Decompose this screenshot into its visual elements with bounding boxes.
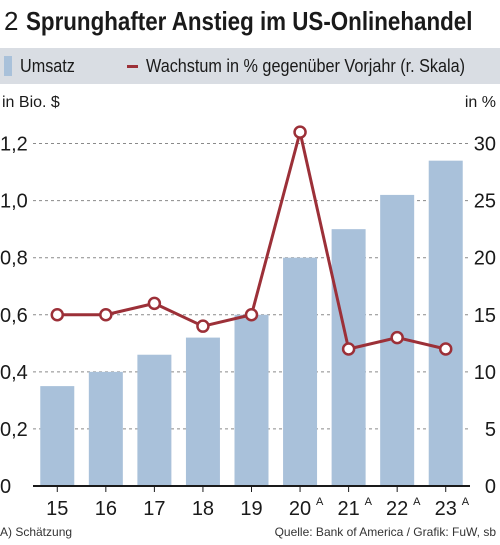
y-right-tick-label: 15 bbox=[474, 305, 496, 327]
legend-line-label: Wachstum in % gegenüber Vorjahr (r. Skal… bbox=[145, 55, 465, 76]
x-tick-label: 22 bbox=[386, 498, 408, 520]
x-tick-label: 18 bbox=[192, 498, 214, 520]
y-left-tick-label: 0,4 bbox=[0, 362, 28, 384]
legend-bar-swatch bbox=[4, 56, 13, 76]
x-tick-superscript: A bbox=[462, 496, 470, 508]
growth-point bbox=[147, 296, 162, 311]
legend: Umsatz Wachstum in % gegenüber Vorjahr (… bbox=[0, 48, 500, 84]
growth-point bbox=[438, 342, 453, 356]
growth-point bbox=[99, 308, 113, 322]
y-right-tick-label: 0 bbox=[485, 476, 496, 498]
legend-line-swatch bbox=[127, 64, 138, 68]
bar bbox=[137, 354, 172, 486]
bar bbox=[40, 386, 75, 486]
x-tick-label: 15 bbox=[46, 498, 68, 520]
bar bbox=[234, 314, 269, 486]
x-tick-superscript: A bbox=[365, 496, 373, 508]
x-tick-label: 17 bbox=[143, 498, 165, 520]
y-right-tick-label: 30 bbox=[474, 134, 496, 156]
growth-point bbox=[196, 319, 210, 333]
y-axis-right-label: in % bbox=[464, 94, 496, 111]
y-left-tick-label: 0,8 bbox=[0, 248, 28, 270]
chart-title: Sprunghafter Anstieg im US-Onlinehandel bbox=[26, 5, 473, 36]
y-right-tick-label: 20 bbox=[474, 248, 496, 270]
legend-bar-label: Umsatz bbox=[20, 55, 76, 76]
chart-number: 2 bbox=[4, 5, 19, 36]
x-tick-label: 20 bbox=[289, 498, 311, 520]
x-tick-superscript: A bbox=[316, 496, 324, 508]
bar bbox=[88, 371, 123, 486]
footnote: A) Schätzung bbox=[0, 525, 73, 539]
y-left-tick-label: 1,0 bbox=[0, 191, 28, 213]
growth-point bbox=[341, 342, 356, 356]
growth-point bbox=[50, 308, 65, 322]
bar bbox=[331, 229, 366, 486]
y-right-tick-label: 10 bbox=[474, 362, 496, 384]
x-tick-superscript: A bbox=[413, 496, 421, 508]
y-right-tick-label: 5 bbox=[485, 419, 496, 441]
x-tick-label: 19 bbox=[240, 498, 262, 520]
y-left-tick-label: 0 bbox=[0, 476, 11, 498]
growth-point bbox=[293, 125, 307, 139]
chart-title-row: 2 Sprunghafter Anstieg im US-Onlinehande… bbox=[4, 2, 498, 40]
y-left-tick-label: 0,6 bbox=[0, 305, 28, 327]
growth-point bbox=[244, 308, 259, 322]
x-tick-label: 21 bbox=[337, 498, 359, 520]
x-tick-label: 23 bbox=[435, 498, 457, 520]
source-credit: Quelle: Bank of America / Grafik: FuW, s… bbox=[274, 525, 496, 539]
y-right-tick-label: 25 bbox=[474, 191, 496, 213]
bar bbox=[428, 160, 463, 486]
y-left-tick-label: 1,2 bbox=[0, 134, 28, 156]
y-axis-left-label: in Bio. $ bbox=[2, 94, 60, 111]
bar bbox=[283, 257, 318, 486]
y-left-tick-label: 0,2 bbox=[0, 419, 28, 441]
bar bbox=[185, 337, 220, 486]
x-tick-label: 16 bbox=[95, 498, 117, 520]
growth-point bbox=[390, 330, 404, 345]
